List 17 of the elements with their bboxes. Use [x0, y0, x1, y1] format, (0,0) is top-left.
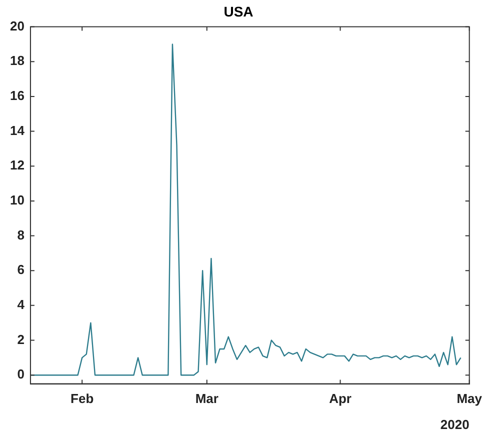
- y-tick-label: 12: [10, 158, 24, 173]
- x-tick-label: May: [456, 391, 483, 406]
- y-tick-label: 2: [17, 332, 24, 347]
- y-tick-label: 6: [17, 262, 24, 278]
- x-axis-title: 2020: [440, 416, 470, 432]
- x-tick-label: Apr: [329, 391, 352, 406]
- y-tick-label: 8: [17, 227, 24, 242]
- y-tick-label: 4: [17, 297, 26, 312]
- y-tick-label: 20: [10, 18, 24, 34]
- y-tick-label: 0: [17, 366, 24, 382]
- y-tick-label: 18: [10, 53, 24, 68]
- y-tick-label: 16: [10, 88, 24, 104]
- x-tick-label: Mar: [195, 391, 218, 406]
- x-tick-label: Feb: [70, 391, 94, 406]
- y-tick-label: 14: [10, 122, 26, 138]
- chart-title: USA: [224, 3, 254, 20]
- y-tick-label: 10: [10, 192, 24, 208]
